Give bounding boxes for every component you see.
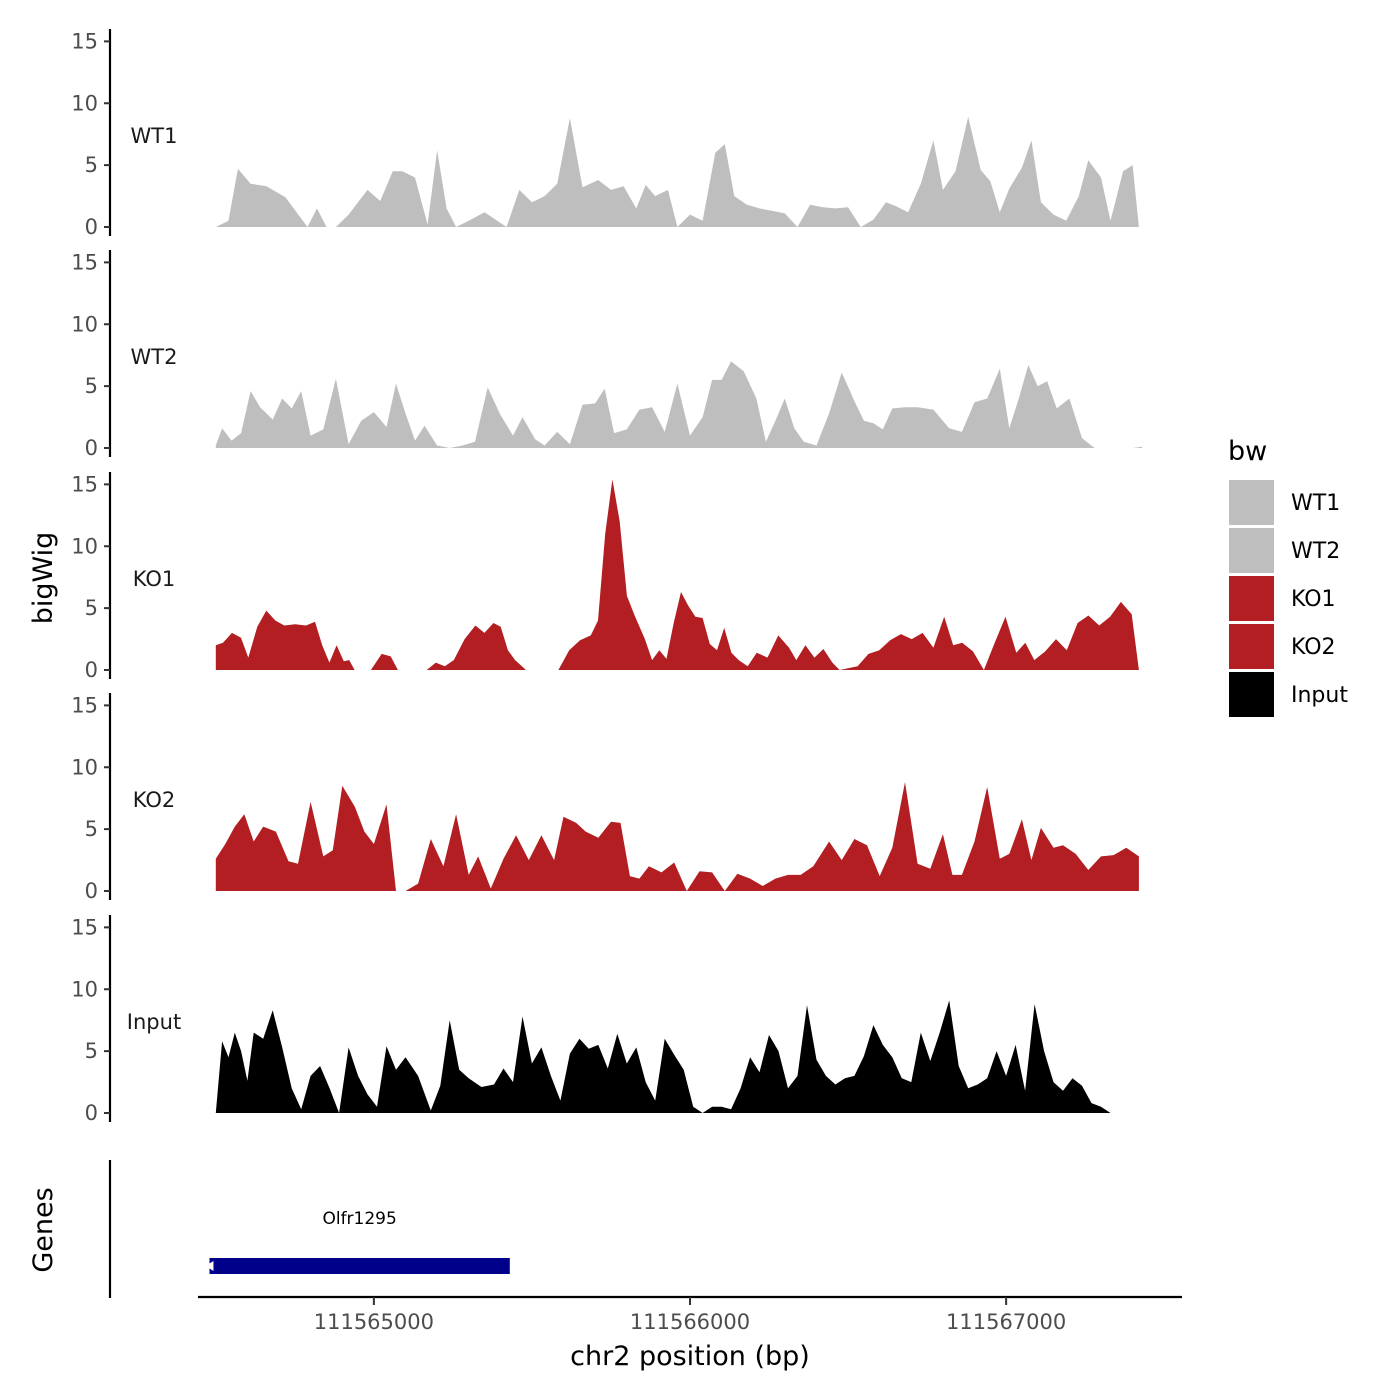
track-area-ko1 (558, 479, 1139, 670)
y-tick-label: 15 (71, 472, 98, 496)
gene-strand-arrow (205, 1261, 214, 1271)
x-tick-label: 111566000 (630, 1310, 750, 1334)
legend-swatch-ko1 (1229, 576, 1274, 621)
legend: bw WT1 WT2 KO1 KO2 Input (1228, 436, 1348, 717)
gene-panel: Olfr1295 (108, 1160, 510, 1298)
y-tick-label: 10 (71, 755, 98, 779)
legend-swatch-ko2 (1229, 624, 1274, 669)
legend-swatch-wt1 (1229, 480, 1274, 525)
y-axis-title: bigWig (28, 532, 59, 625)
x-axis-title: chr2 position (bp) (570, 1341, 810, 1372)
legend-label-wt2: WT2 (1291, 539, 1340, 564)
track-area-wt2 (215, 361, 1143, 448)
y-tick-label: 5 (85, 596, 98, 620)
x-tick-label: 111567000 (946, 1310, 1066, 1334)
legend-label-ko1: KO1 (1291, 587, 1336, 612)
track-panel-ko1: 0 5 10 15 KO1 (71, 472, 1139, 682)
track-label-ko1: KO1 (133, 567, 176, 591)
y-tick-label: 15 (71, 29, 98, 53)
y-tick-label: 15 (71, 915, 98, 939)
y-tick-label: 10 (71, 312, 98, 336)
y-tick-label: 0 (85, 879, 98, 903)
y-tick-label: 5 (85, 817, 98, 841)
gene-label: Olfr1295 (322, 1209, 396, 1229)
y-tick-label: 5 (85, 1039, 98, 1063)
y-tick-label: 10 (71, 977, 98, 1001)
y-tick-label: 0 (85, 436, 98, 460)
legend-label-ko2: KO2 (1291, 635, 1336, 660)
track-label-wt1: WT1 (131, 124, 178, 148)
genes-axis-title: Genes (28, 1187, 59, 1272)
track-area-ko1 (426, 623, 526, 670)
track-panel-wt1: 0 5 10 15 WT1 (71, 29, 1139, 239)
x-axis: 111565000 111566000 111567000 (198, 1295, 1182, 1334)
y-tick-label: 10 (71, 534, 98, 558)
x-tick-label: 111565000 (314, 1310, 434, 1334)
track-area-ko2 (215, 782, 1139, 891)
y-tick-label: 10 (71, 91, 98, 115)
legend-label-wt1: WT1 (1291, 491, 1340, 516)
legend-title: bw (1228, 436, 1267, 467)
track-area-wt1 (215, 116, 1139, 227)
y-tick-label: 5 (85, 374, 98, 398)
y-tick-label: 15 (71, 693, 98, 717)
track-label-input: Input (127, 1010, 181, 1034)
legend-entries: WT1 WT2 KO1 KO2 Input (1229, 480, 1348, 717)
y-tick-label: 5 (85, 153, 98, 177)
track-panel-wt2: 0 5 10 15 WT2 (71, 250, 1143, 460)
gene-feature-olfr1295 (209, 1258, 510, 1274)
track-area-input (215, 1000, 1143, 1113)
y-tick-label: 0 (85, 215, 98, 239)
y-tick-label: 15 (71, 250, 98, 274)
track-label-wt2: WT2 (131, 345, 178, 369)
track-panels: 0 5 10 15 WT1 0 5 10 15 WT2 0 5 10 15 KO1 0 5 10 15 KO2 0 5 10… (71, 29, 1143, 1125)
track-panel-ko2: 0 5 10 15 KO2 (71, 693, 1139, 903)
y-tick-label: 0 (85, 658, 98, 682)
track-area-ko1 (215, 610, 355, 670)
track-panel-input: 0 5 10 15 Input (71, 915, 1143, 1125)
track-area-ko1 (370, 653, 398, 670)
track-label-ko2: KO2 (133, 788, 176, 812)
legend-label-input: Input (1291, 683, 1348, 708)
legend-swatch-input (1229, 672, 1274, 717)
y-tick-label: 0 (85, 1101, 98, 1125)
legend-swatch-wt2 (1229, 528, 1274, 573)
